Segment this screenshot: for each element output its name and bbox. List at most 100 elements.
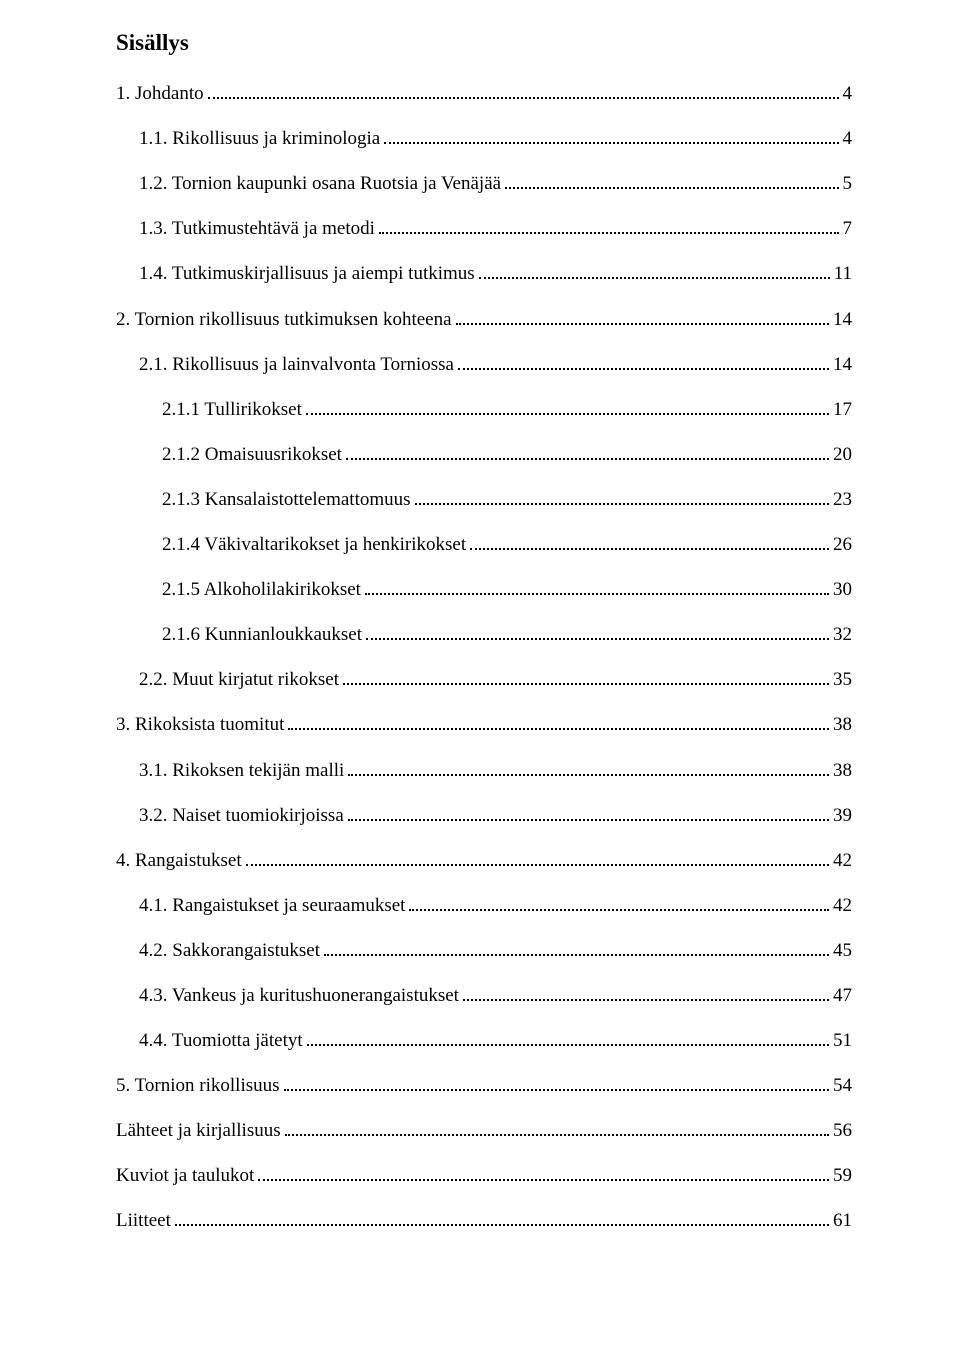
toc-leader-dots — [458, 351, 829, 370]
toc-leader-dots — [175, 1207, 829, 1226]
toc-entry-label: 1.2. Tornion kaupunki osana Ruotsia ja V… — [139, 173, 501, 195]
toc-entry-label: 1.4. Tutkimuskirjallisuus ja aiempi tutk… — [139, 263, 475, 285]
toc-entry: 2.1.6 Kunnianloukkaukset 32 — [116, 621, 852, 646]
toc-entry-label: 2.1.3 Kansalaistottelemattomuus — [162, 489, 411, 511]
toc-entry: 4.1. Rangaistukset ja seuraamukset 42 — [116, 892, 852, 917]
toc-entry-page: 56 — [833, 1120, 852, 1142]
toc-leader-dots — [348, 756, 829, 775]
toc-entry: 5. Tornion rikollisuus 54 — [116, 1072, 852, 1097]
toc-entry: 1.4. Tutkimuskirjallisuus ja aiempi tutk… — [116, 260, 852, 285]
toc-entry-page: 38 — [833, 760, 852, 782]
toc-entry-label: Lähteet ja kirjallisuus — [116, 1120, 281, 1142]
toc-leader-dots — [288, 711, 829, 730]
toc-leader-dots — [306, 396, 829, 415]
toc-leader-dots — [284, 1072, 829, 1091]
toc-entry-label: 4. Rangaistukset — [116, 850, 242, 872]
toc-entry-page: 51 — [833, 1030, 852, 1052]
toc-entry-label: 1. Johdanto — [116, 83, 204, 105]
toc-entry: 2.1.1 Tullirikokset 17 — [116, 396, 852, 421]
toc-entry-label: 2.1.2 Omaisuusrikokset — [162, 444, 342, 466]
toc-entry: 4.4. Tuomiotta jätetyt 51 — [116, 1027, 852, 1052]
toc-leader-dots — [470, 531, 829, 550]
toc-entry-page: 47 — [833, 985, 852, 1007]
toc-entry-page: 4 — [843, 128, 853, 150]
toc-entry: Liitteet 61 — [116, 1207, 852, 1232]
toc-entry-page: 5 — [843, 173, 853, 195]
toc-leader-dots — [346, 441, 829, 460]
toc-entry-page: 61 — [833, 1210, 852, 1232]
toc-entry: 4.3. Vankeus ja kuritushuonerangaistukse… — [116, 982, 852, 1007]
toc-entry-label: 2.1. Rikollisuus ja lainvalvonta Tornios… — [139, 354, 454, 376]
toc-entry: 1.1. Rikollisuus ja kriminologia 4 — [116, 125, 852, 150]
toc-title: Sisällys — [116, 30, 852, 56]
toc-leader-dots — [456, 305, 829, 324]
toc-entry-page: 39 — [833, 805, 852, 827]
toc-entry-page: 30 — [833, 579, 852, 601]
toc-leader-dots — [384, 125, 838, 144]
toc-entry: 2.1. Rikollisuus ja lainvalvonta Tornios… — [116, 351, 852, 376]
toc-leader-dots — [505, 170, 838, 189]
toc-list: 1. Johdanto41.1. Rikollisuus ja kriminol… — [116, 80, 852, 1232]
toc-entry-label: 2.1.6 Kunnianloukkaukset — [162, 624, 362, 646]
toc-entry-label: 2.1.5 Alkoholilakirikokset — [162, 579, 361, 601]
toc-entry: 2.2. Muut kirjatut rikokset 35 — [116, 666, 852, 691]
toc-leader-dots — [246, 847, 829, 866]
toc-entry-label: 1.3. Tutkimustehtävä ja metodi — [139, 218, 375, 240]
toc-entry-label: 2.1.4 Väkivaltarikokset ja henkirikokset — [162, 534, 466, 556]
toc-entry-label: 2. Tornion rikollisuus tutkimuksen kohte… — [116, 309, 452, 331]
toc-entry-label: 3. Rikoksista tuomitut — [116, 714, 284, 736]
toc-entry-page: 54 — [833, 1075, 852, 1097]
toc-entry: Lähteet ja kirjallisuus 56 — [116, 1117, 852, 1142]
toc-entry-page: 23 — [833, 489, 852, 511]
toc-entry: 3.2. Naiset tuomiokirjoissa 39 — [116, 802, 852, 827]
toc-entry: 2. Tornion rikollisuus tutkimuksen kohte… — [116, 305, 852, 330]
toc-entry-page: 32 — [833, 624, 852, 646]
toc-entry-page: 42 — [833, 895, 852, 917]
toc-entry-page: 11 — [834, 263, 852, 285]
toc-entry-page: 17 — [833, 399, 852, 421]
toc-entry: 1.3. Tutkimustehtävä ja metodi 7 — [116, 215, 852, 240]
toc-entry: 1. Johdanto 4 — [116, 80, 852, 105]
toc-leader-dots — [307, 1027, 829, 1046]
toc-entry: 4.2. Sakkorangaistukset45 — [116, 937, 852, 962]
toc-entry: 1.2. Tornion kaupunki osana Ruotsia ja V… — [116, 170, 852, 195]
toc-entry: 2.1.2 Omaisuusrikokset 20 — [116, 441, 852, 466]
toc-entry-label: 2.1.1 Tullirikokset — [162, 399, 302, 421]
toc-leader-dots — [415, 486, 829, 505]
toc-entry-label: Liitteet — [116, 1210, 171, 1232]
toc-entry-page: 4 — [843, 83, 853, 105]
toc-leader-dots — [479, 260, 830, 279]
toc-entry-label: 5. Tornion rikollisuus — [116, 1075, 280, 1097]
toc-entry: Kuviot ja taulukot 59 — [116, 1162, 852, 1187]
toc-leader-dots — [348, 802, 829, 821]
toc-entry-label: 4.2. Sakkorangaistukset — [139, 940, 320, 962]
page: Sisällys 1. Johdanto41.1. Rikollisuus ja… — [0, 0, 960, 1345]
toc-leader-dots — [366, 621, 829, 640]
toc-entry-page: 26 — [833, 534, 852, 556]
toc-entry: 3.1. Rikoksen tekijän malli38 — [116, 756, 852, 781]
toc-entry-page: 35 — [833, 669, 852, 691]
toc-leader-dots — [324, 937, 829, 956]
toc-leader-dots — [365, 576, 829, 595]
toc-leader-dots — [285, 1117, 829, 1136]
toc-entry-label: 1.1. Rikollisuus ja kriminologia — [139, 128, 380, 150]
toc-entry: 2.1.3 Kansalaistottelemattomuus 23 — [116, 486, 852, 511]
toc-entry-label: Kuviot ja taulukot — [116, 1165, 254, 1187]
toc-entry: 3. Rikoksista tuomitut 38 — [116, 711, 852, 736]
toc-leader-dots — [409, 892, 829, 911]
toc-entry: 2.1.5 Alkoholilakirikokset 30 — [116, 576, 852, 601]
toc-entry-page: 59 — [833, 1165, 852, 1187]
toc-entry-label: 4.1. Rangaistukset ja seuraamukset — [139, 895, 405, 917]
toc-leader-dots — [463, 982, 829, 1001]
toc-entry-label: 2.2. Muut kirjatut rikokset — [139, 669, 339, 691]
toc-entry-page: 38 — [833, 714, 852, 736]
toc-entry-page: 7 — [843, 218, 853, 240]
toc-leader-dots — [379, 215, 839, 234]
toc-leader-dots — [208, 80, 839, 99]
toc-leader-dots — [258, 1162, 829, 1181]
toc-entry-label: 4.4. Tuomiotta jätetyt — [139, 1030, 303, 1052]
toc-entry-page: 20 — [833, 444, 852, 466]
toc-leader-dots — [343, 666, 829, 685]
toc-entry-page: 42 — [833, 850, 852, 872]
toc-entry-label: 3.2. Naiset tuomiokirjoissa — [139, 805, 344, 827]
